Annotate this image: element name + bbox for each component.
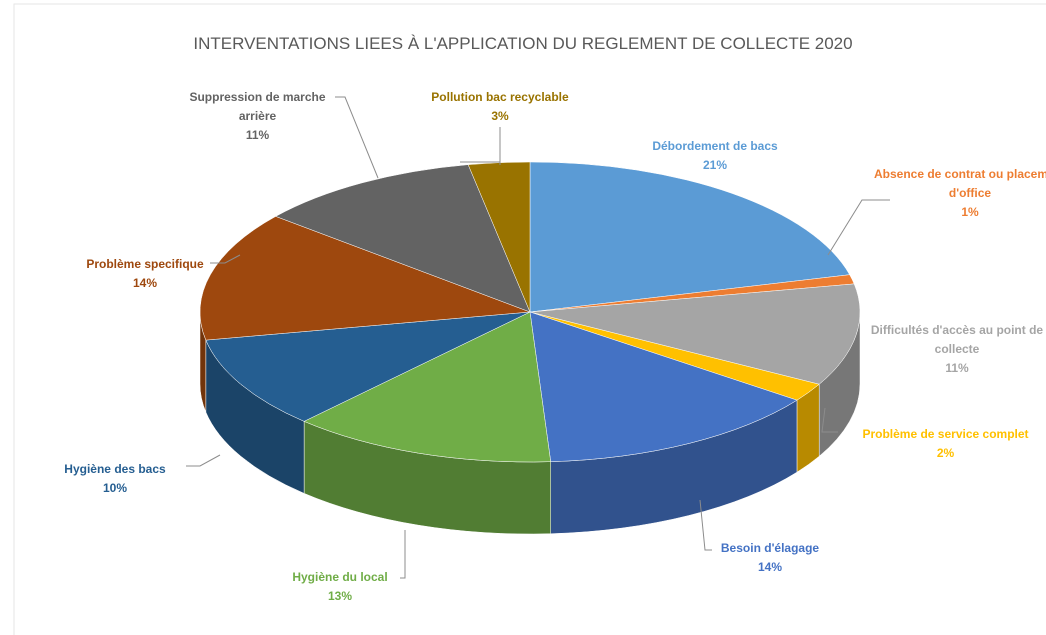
slice — [205, 311, 531, 422]
leader-line — [400, 530, 406, 579]
label-name: Hygiène des bacs — [64, 462, 166, 476]
label-name: Suppression de marche arrière — [189, 90, 326, 123]
label-value: 2% — [936, 446, 955, 460]
data-label: Suppression de marche arrière 11% — [170, 88, 345, 145]
leader-line — [210, 254, 241, 264]
chart-border — [13, 3, 1046, 635]
slice — [275, 164, 531, 313]
leader-line — [821, 407, 838, 433]
label-name: Absence de contrat ou placement d'office — [873, 167, 1046, 200]
label-name: Débordement de bacs — [652, 139, 778, 153]
data-label: Difficultés d'accès au point de collecte… — [862, 321, 1046, 378]
chart-title: INTERVENTATIONS LIEES À L'APPLICATION DU… — [193, 34, 853, 53]
label-name: Besoin d'élagage — [720, 541, 820, 555]
data-label: Absence de contrat ou placement d'office… — [870, 165, 1046, 222]
data-label: Besoin d'élagage 14% — [700, 539, 840, 577]
label-value: 1% — [961, 205, 979, 219]
label-name: Problème specifique — [86, 257, 204, 271]
data-label: Débordement de bacs 21% — [635, 137, 795, 175]
leader-line — [335, 96, 379, 179]
leader-line — [827, 199, 890, 256]
leader-line — [699, 499, 712, 551]
label-name: Problème de service complet — [862, 427, 1029, 441]
data-label: Problème specifique 14% — [60, 255, 230, 293]
label-value: 21% — [702, 158, 728, 172]
slice — [529, 283, 861, 385]
leader-line — [186, 454, 221, 467]
data-label: Pollution bac recyclable 3% — [425, 88, 575, 126]
label-value: 13% — [327, 589, 353, 603]
slice — [529, 311, 798, 462]
label-value: 11% — [945, 361, 969, 375]
data-label: Hygiène du local 13% — [265, 568, 415, 606]
label-value: 14% — [757, 560, 783, 574]
data-label: Problème de service complet 2% — [838, 425, 1046, 463]
label-value: 11% — [245, 128, 270, 142]
slice — [529, 161, 851, 313]
label-name: Pollution bac recyclable — [431, 90, 569, 104]
label-value: 3% — [491, 109, 509, 123]
slice — [303, 311, 552, 463]
slice — [467, 161, 531, 313]
slice — [199, 216, 531, 341]
data-label: Hygiène des bacs 10% — [50, 460, 180, 498]
label-value: 10% — [102, 481, 128, 495]
label-name: Hygiène du local — [292, 570, 388, 584]
label-value: 14% — [132, 276, 158, 290]
label-name: Difficultés d'accès au point de collecte — [870, 323, 1044, 356]
